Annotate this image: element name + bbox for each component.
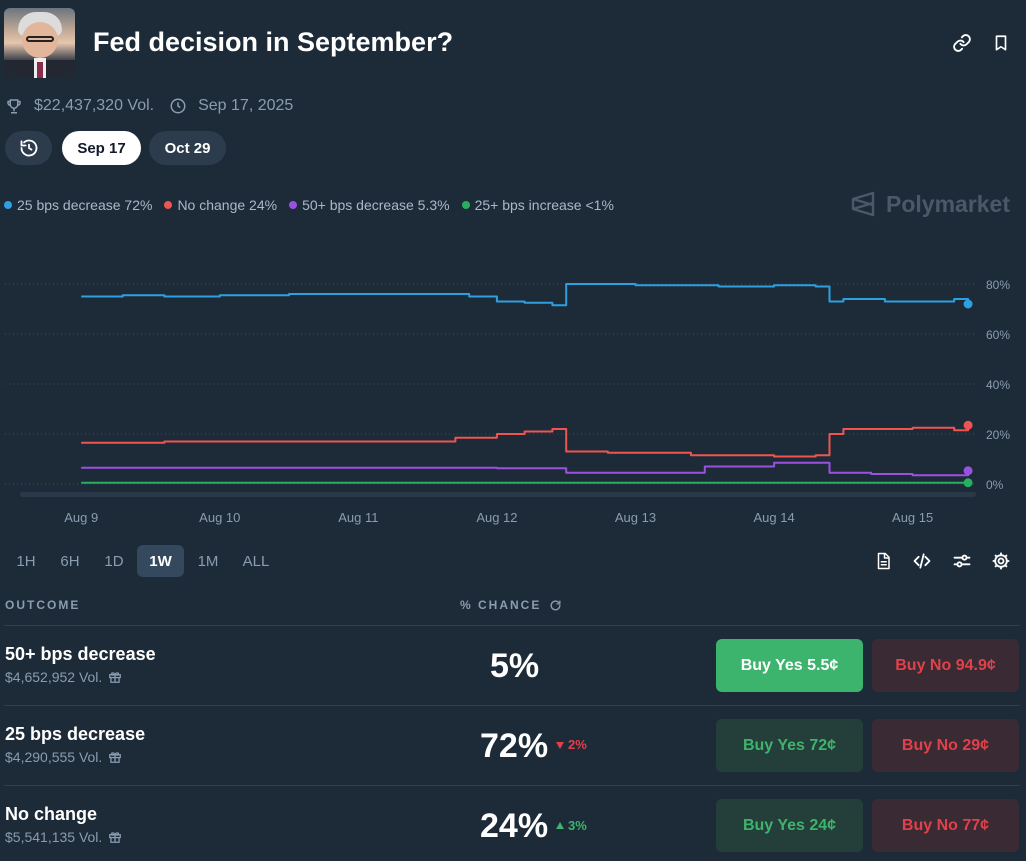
outcome-chance: 72% <box>480 727 549 765</box>
y-tick-label: 40% <box>986 378 1010 392</box>
series-end-point <box>963 478 973 488</box>
chart-scrollbar <box>20 492 976 497</box>
chart-legend: 25 bps decrease 72% No change 24% 50+ bp… <box>4 197 626 213</box>
chance-delta: 3% <box>555 818 587 833</box>
outcome-chance: 5% <box>490 647 540 685</box>
chance-header: % CHANCE <box>460 598 562 612</box>
outcome-name: No change <box>5 804 98 824</box>
y-tick-label: 80% <box>986 278 1010 292</box>
sliders-icon[interactable] <box>950 549 974 573</box>
price-chart: 80% 60% 40% 20% 0% Aug 9 Aug 10 Aug 11 Aug 12 Aug… <box>5 278 1010 525</box>
gift-icon <box>108 830 122 844</box>
outcome-name: 50+ bps decrease <box>5 644 156 664</box>
timeframe-1w[interactable]: 1W <box>137 545 184 577</box>
x-tick-label: Aug 11 <box>338 510 378 525</box>
chance-delta: 2% <box>555 737 587 752</box>
buy-no-button[interactable]: Buy No 29¢ <box>872 719 1019 772</box>
series-line <box>81 425 970 458</box>
timeframe-1d[interactable]: 1D <box>104 552 124 570</box>
y-tick-label: 0% <box>986 478 1004 492</box>
legend-item: No change 24% <box>164 197 277 213</box>
buy-yes-button[interactable]: Buy Yes 24¢ <box>716 799 863 852</box>
x-tick-label: Aug 9 <box>64 510 98 525</box>
market-volume: $22,437,320 Vol. <box>34 97 155 114</box>
legend-item: 50+ bps decrease 5.3% <box>289 197 450 213</box>
settings-gear-icon[interactable] <box>989 549 1013 573</box>
series-line <box>81 283 970 307</box>
document-icon[interactable] <box>871 549 895 573</box>
x-tick-label: Aug 13 <box>615 510 656 525</box>
market-avatar <box>4 8 75 78</box>
outcome-volume: $4,652,952 Vol. <box>5 669 156 685</box>
refresh-icon <box>550 599 561 610</box>
legend-item: 25+ bps increase <1% <box>461 197 614 213</box>
gift-icon <box>108 750 122 764</box>
x-tick-label: Aug 12 <box>476 510 517 525</box>
legend-item: 25 bps decrease 72% <box>4 197 152 213</box>
series-end-point <box>963 466 973 476</box>
buy-yes-button[interactable]: Buy Yes 5.5¢ <box>716 639 863 692</box>
trophy-icon <box>4 96 24 116</box>
history-icon <box>20 139 37 157</box>
bookmark-icon[interactable] <box>989 31 1013 55</box>
outcome-row-no-change: No change $5,541,135 Vol. <box>5 804 122 845</box>
clock-icon <box>168 96 188 116</box>
series-line <box>81 461 970 477</box>
timeframe-6h[interactable]: 6H <box>60 552 80 570</box>
outcome-volume: $4,290,555 Vol. <box>5 749 145 765</box>
divider <box>4 785 1020 786</box>
divider <box>4 705 1020 706</box>
embed-code-icon[interactable] <box>910 549 934 573</box>
buy-yes-button[interactable]: Buy Yes 72¢ <box>716 719 863 772</box>
buy-no-button[interactable]: Buy No 77¢ <box>872 799 1019 852</box>
series-end-point <box>963 299 973 309</box>
triangle-up-icon <box>556 821 564 829</box>
buy-no-button[interactable]: Buy No 94.9¢ <box>872 639 1019 692</box>
outcome-row-25bps: 25 bps decrease $4,290,555 Vol. <box>5 724 145 765</box>
outcome-chance: 24% <box>480 807 549 845</box>
market-meta: $22,437,320 Vol. Sep 17, 2025 <box>4 95 293 117</box>
timeframe-1h[interactable]: 1H <box>16 552 36 570</box>
timeframe-1m[interactable]: 1M <box>197 552 219 570</box>
outcome-volume: $5,541,135 Vol. <box>5 829 122 845</box>
history-button[interactable] <box>5 131 52 165</box>
gift-icon <box>108 670 122 684</box>
y-tick-label: 60% <box>986 328 1010 342</box>
market-title: Fed decision in September? <box>93 27 454 57</box>
outcome-header: OUTCOME <box>5 598 81 612</box>
outcome-name: 25 bps decrease <box>5 724 146 744</box>
y-tick-label: 20% <box>986 428 1010 442</box>
polymarket-logo: Polymarket <box>850 190 1010 218</box>
x-tick-label: Aug 14 <box>753 510 794 525</box>
date-pill-sep17[interactable]: Sep 17 <box>62 131 141 165</box>
x-tick-label: Aug 10 <box>199 510 240 525</box>
triangle-down-icon <box>556 741 564 749</box>
series-end-point <box>963 420 973 430</box>
link-icon[interactable] <box>950 31 974 55</box>
timeframe-all[interactable]: ALL <box>242 552 270 570</box>
market-date: Sep 17, 2025 <box>198 97 294 114</box>
x-tick-label: Aug 15 <box>892 510 933 525</box>
polymarket-icon <box>851 191 875 217</box>
outcome-row-50bps: 50+ bps decrease $4,652,952 Vol. <box>5 644 156 685</box>
divider <box>4 625 1020 626</box>
date-pill-oct29[interactable]: Oct 29 <box>149 131 226 165</box>
